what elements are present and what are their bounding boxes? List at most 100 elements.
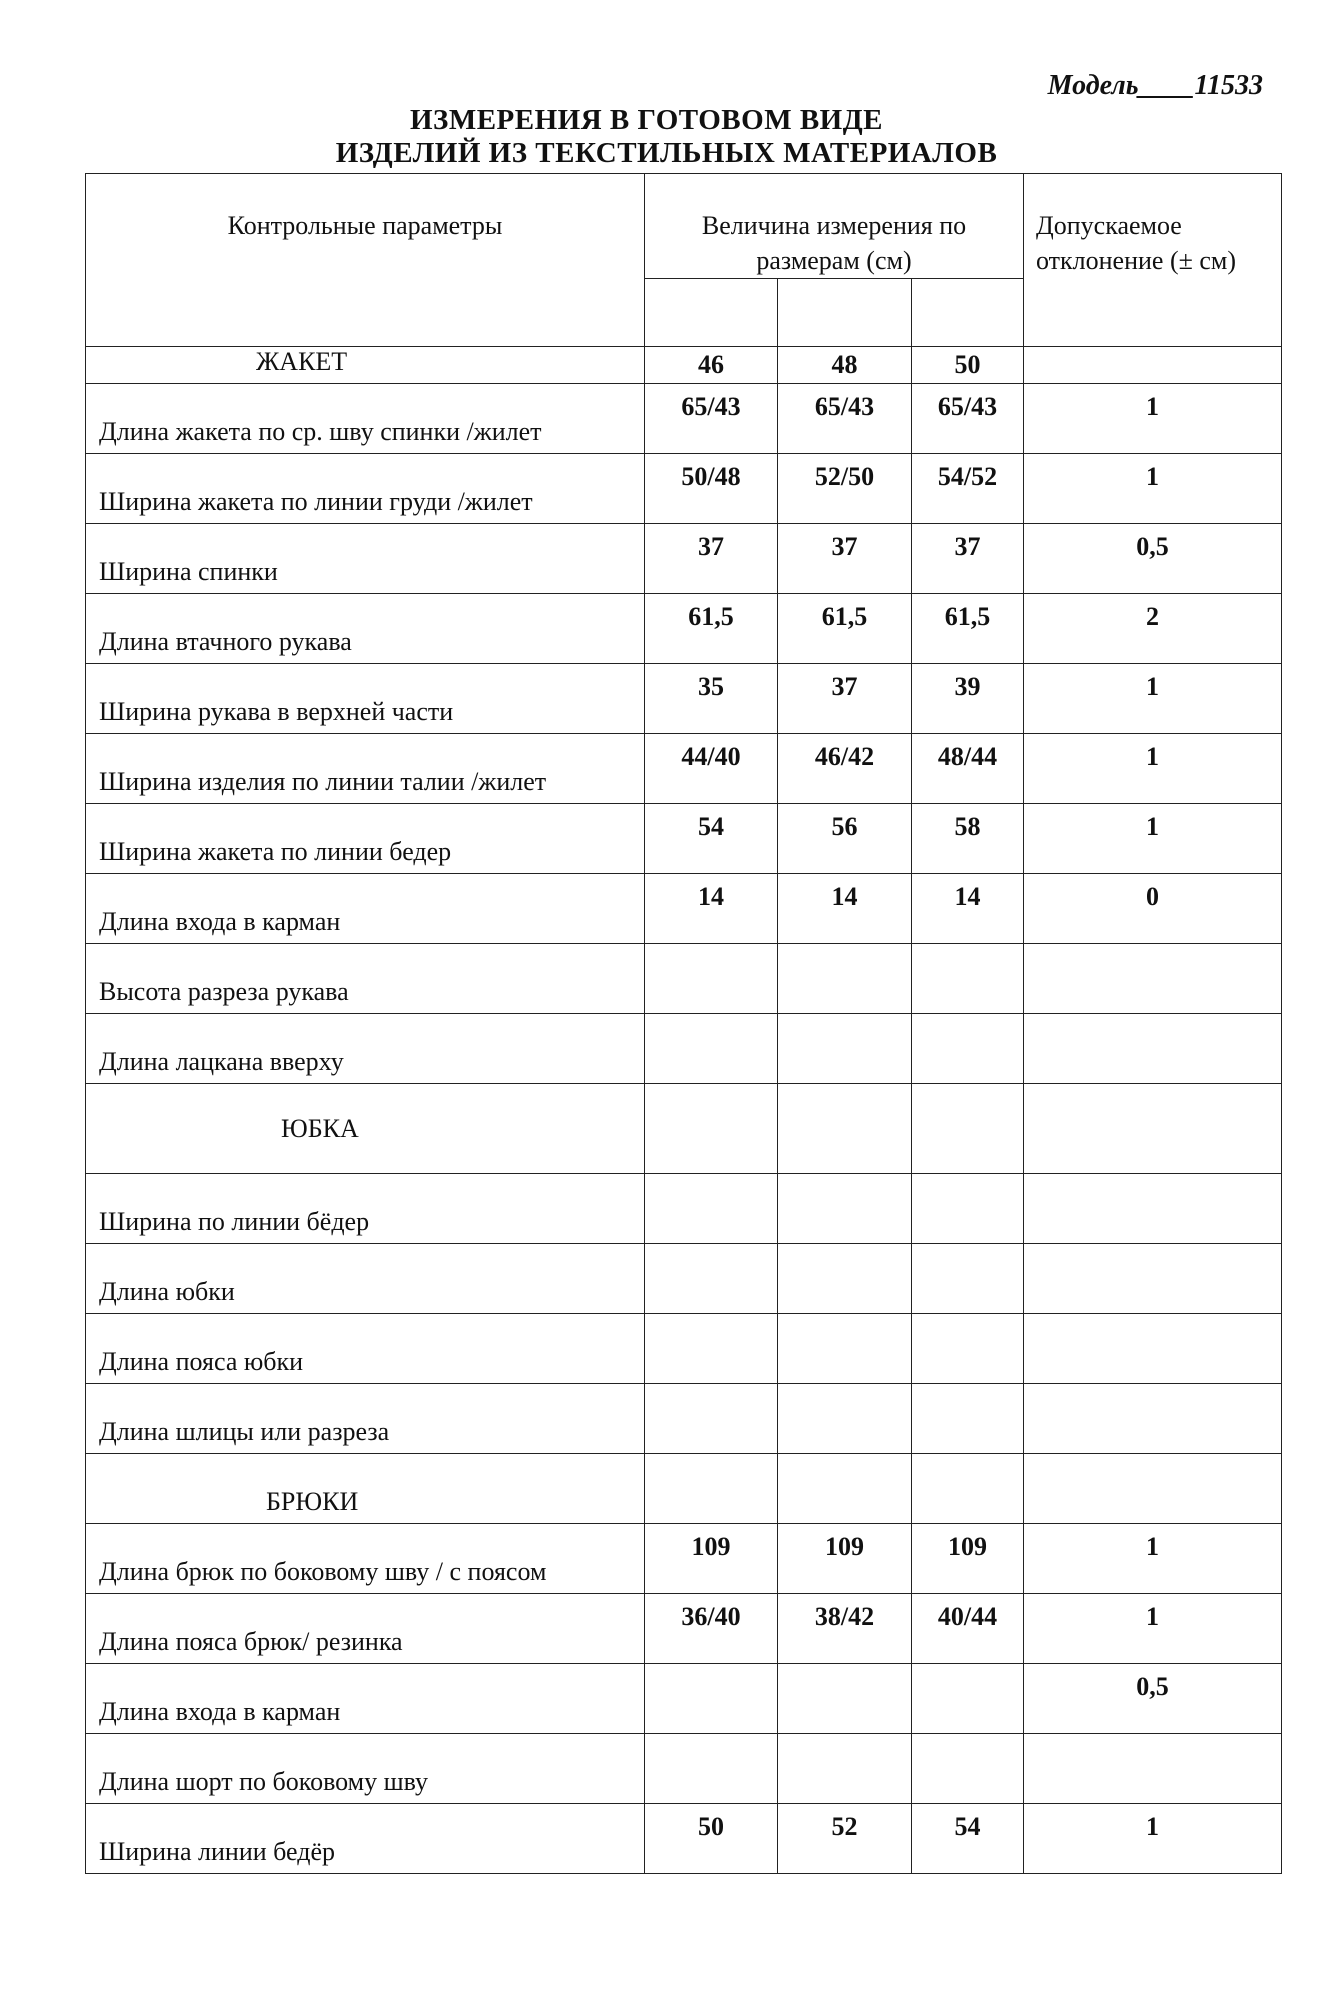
tolerance-value: 1 [1023, 1593, 1283, 1664]
size-header: 50 [910, 346, 1025, 384]
tolerance-value: 1 [1023, 663, 1283, 734]
parameter-label: Высота разреза рукава [85, 943, 645, 1014]
parameter-label: Длина брюк по боковому шву / с поясом [85, 1523, 645, 1594]
size-value: 37 [644, 523, 778, 594]
size-value: 52/50 [777, 453, 912, 524]
size-value: 40/44 [910, 1593, 1025, 1664]
tolerance-value [1023, 1733, 1283, 1804]
size-header: 48 [777, 346, 912, 384]
header-measure: Величина измерения по размерам (см) [643, 173, 1025, 279]
size-value: 48/44 [910, 733, 1025, 804]
tolerance-value [1023, 1453, 1283, 1524]
size-value [777, 1173, 912, 1244]
header-params: Контрольные параметры [85, 173, 645, 347]
table-row: Длина входа в карман 14 14 14 0 [85, 873, 1283, 944]
table-row: Ширина линии бедёр 50 52 54 1 [85, 1803, 1283, 1874]
size-value: 37 [777, 663, 912, 734]
tolerance-value: 1 [1023, 803, 1283, 874]
size-value [910, 1173, 1025, 1244]
size-value [777, 1733, 912, 1804]
size-value: 54 [910, 1803, 1025, 1874]
size-value [644, 1383, 778, 1454]
size-value [644, 1013, 778, 1084]
table-row: Ширина жакета по линии груди /жилет 50/48… [85, 453, 1283, 524]
tolerance-value [1023, 1243, 1283, 1314]
tolerance-value: 0 [1023, 873, 1283, 944]
tolerance-value [1023, 1313, 1283, 1384]
size-value: 37 [777, 523, 912, 594]
size-value: 14 [644, 873, 778, 944]
size-value: 52 [777, 1803, 912, 1874]
size-value [644, 1663, 778, 1734]
document-title-line2: ИЗДЕЛИЙ ИЗ ТЕКСТИЛЬНЫХ МАТЕРИАЛОВ [335, 137, 998, 169]
size-value [910, 1083, 1025, 1174]
tolerance-value: 1 [1023, 383, 1283, 454]
parameter-label: Длина входа в карман [85, 1663, 645, 1734]
tolerance-value: 0,5 [1023, 1663, 1283, 1734]
size-value: 39 [910, 663, 1025, 734]
size-value: 61,5 [644, 593, 778, 664]
parameter-label: Длина входа в карман [85, 873, 645, 944]
size-value [777, 1083, 912, 1174]
size-value [777, 1243, 912, 1314]
size-value [910, 1663, 1025, 1734]
size-value: 56 [777, 803, 912, 874]
size-value [644, 1453, 778, 1524]
parameter-label: Ширина жакета по линии бедер [85, 803, 645, 874]
parameter-label: Длина втачного рукава [85, 593, 645, 664]
size-value: 46/42 [777, 733, 912, 804]
size-value: 37 [910, 523, 1025, 594]
table-row: Длина входа в карман 0,5 [85, 1663, 1283, 1734]
size-value: 109 [910, 1523, 1025, 1594]
table-row: Длина юбки [85, 1243, 1283, 1314]
tolerance-value [1023, 1013, 1283, 1084]
size-value: 65/43 [644, 383, 778, 454]
size-value [644, 1313, 778, 1384]
size-value [644, 1173, 778, 1244]
size-header: 46 [644, 346, 778, 384]
tolerance-value: 1 [1023, 1803, 1283, 1874]
header-tolerance: Допускаемое отклонение (± см) [1023, 173, 1283, 347]
section-label: ЮБКА [85, 1083, 645, 1174]
tolerance-value: 1 [1023, 453, 1283, 524]
parameter-label: Длина пояса юбки [85, 1313, 645, 1384]
size-value: 14 [777, 873, 912, 944]
size-subheader [777, 278, 912, 347]
size-value: 58 [910, 803, 1025, 874]
table-row: Длина втачного рукава 61,5 61,5 61,5 2 [85, 593, 1283, 664]
document-title-line1: ИЗМЕРЕНИЯ В ГОТОВОМ ВИДЕ [409, 104, 884, 136]
tolerance-value [1023, 1173, 1283, 1244]
tolerance-value [1023, 1383, 1283, 1454]
parameter-label: Длина шорт по боковому шву [85, 1733, 645, 1804]
size-value: 44/40 [644, 733, 778, 804]
size-value: 50/48 [644, 453, 778, 524]
size-value: 65/43 [910, 383, 1025, 454]
table-row: ЮБКА [85, 1083, 1283, 1174]
size-value: 61,5 [777, 593, 912, 664]
parameter-label: Ширина рукава в верхней части [85, 663, 645, 734]
size-value [644, 1733, 778, 1804]
parameter-label: Ширина линии бедёр [85, 1803, 645, 1874]
section-label: БРЮКИ [85, 1453, 645, 1524]
size-value [777, 943, 912, 1014]
size-value [910, 943, 1025, 1014]
tolerance-value: 1 [1023, 1523, 1283, 1594]
size-value [777, 1013, 912, 1084]
table-row: Ширина спинки 37 37 37 0,5 [85, 523, 1283, 594]
tolerance-value: 0,5 [1023, 523, 1283, 594]
table-row: Длина пояса брюк/ резинка 36/40 38/42 40/44… [85, 1593, 1283, 1664]
size-value: 65/43 [777, 383, 912, 454]
parameter-label: Длина жакета по ср. шву спинки /жилет [85, 383, 645, 454]
size-value: 35 [644, 663, 778, 734]
size-value [777, 1453, 912, 1524]
size-value [910, 1313, 1025, 1384]
table-row: Длина лацкана вверху [85, 1013, 1283, 1084]
parameter-label: Ширина по линии бёдер [85, 1173, 645, 1244]
tolerance-value: 2 [1023, 593, 1283, 664]
size-value [777, 1663, 912, 1734]
table-row: Длина шорт по боковому шву [85, 1733, 1283, 1804]
size-value: 54 [644, 803, 778, 874]
table-row: Ширина изделия по линии талии /жилет 44/4… [85, 733, 1283, 804]
tolerance-value: 1 [1023, 733, 1283, 804]
model-number: Модель____11533 [1047, 70, 1263, 101]
